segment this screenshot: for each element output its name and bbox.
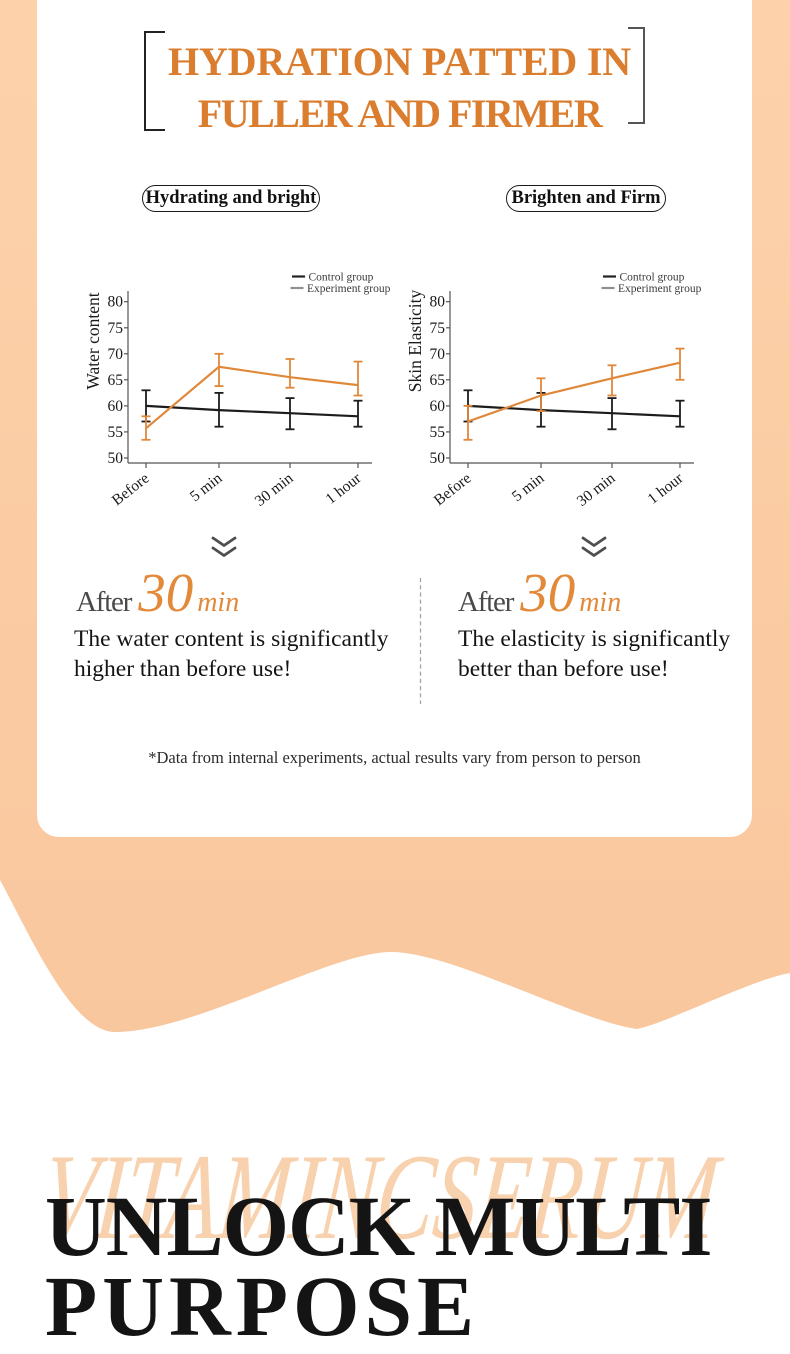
svg-text:50: 50 bbox=[430, 450, 446, 467]
svg-text:75: 75 bbox=[108, 320, 124, 337]
svg-text:75: 75 bbox=[430, 320, 446, 337]
svg-text:VITAMINCSERUM: VITAMINCSERUM bbox=[37, 1129, 727, 1265]
svg-text:70: 70 bbox=[430, 346, 446, 363]
svg-text:80: 80 bbox=[108, 294, 124, 311]
svg-text:Control group: Control group bbox=[620, 272, 685, 284]
svg-text:Before: Before bbox=[109, 470, 153, 509]
svg-text:Before: Before bbox=[431, 470, 475, 509]
svg-text:5 min: 5 min bbox=[509, 470, 548, 506]
svg-text:50: 50 bbox=[108, 450, 124, 467]
svg-text:Experiment group: Experiment group bbox=[618, 283, 702, 295]
svg-text:Control group: Control group bbox=[309, 272, 374, 284]
svg-text:Experiment group: Experiment group bbox=[307, 283, 391, 295]
svg-text:65: 65 bbox=[108, 372, 124, 389]
svg-text:65: 65 bbox=[430, 372, 446, 389]
svg-text:1 hour: 1 hour bbox=[322, 469, 365, 508]
svg-text:55: 55 bbox=[430, 424, 446, 441]
svg-text:55: 55 bbox=[108, 424, 124, 441]
svg-text:1 hour: 1 hour bbox=[644, 469, 687, 508]
svg-text:80: 80 bbox=[430, 294, 446, 311]
svg-text:5 min: 5 min bbox=[187, 470, 226, 506]
svg-text:60: 60 bbox=[108, 398, 124, 415]
svg-text:60: 60 bbox=[430, 398, 446, 415]
svg-text:70: 70 bbox=[108, 346, 124, 363]
svg-text:Skin Elasticity: Skin Elasticity bbox=[405, 289, 425, 392]
svg-text:Water content: Water content bbox=[83, 292, 103, 389]
svg-text:30 min: 30 min bbox=[252, 470, 297, 510]
svg-text:30 min: 30 min bbox=[574, 470, 619, 510]
